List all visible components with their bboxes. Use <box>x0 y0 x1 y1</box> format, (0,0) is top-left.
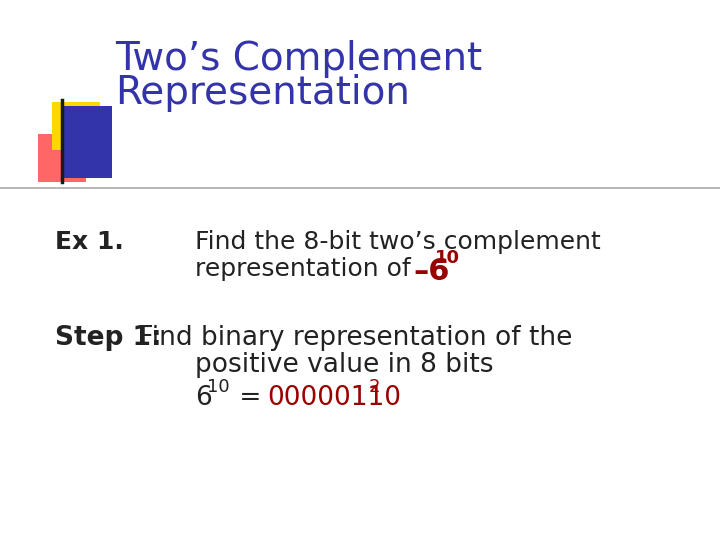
Text: Find binary representation of the: Find binary representation of the <box>130 325 572 351</box>
Text: 2: 2 <box>369 378 380 396</box>
FancyBboxPatch shape <box>52 102 100 150</box>
Text: Representation: Representation <box>115 74 410 112</box>
Text: –6: –6 <box>413 257 449 286</box>
FancyBboxPatch shape <box>38 134 86 182</box>
Text: 00000110: 00000110 <box>267 385 401 411</box>
Text: 6: 6 <box>195 385 212 411</box>
Text: Ex 1.: Ex 1. <box>55 230 124 254</box>
Text: positive value in 8 bits: positive value in 8 bits <box>195 352 493 378</box>
Text: =: = <box>231 385 270 411</box>
Text: Two’s Complement: Two’s Complement <box>115 40 482 78</box>
Text: 10: 10 <box>435 249 460 267</box>
Text: Find the 8-bit two’s complement: Find the 8-bit two’s complement <box>195 230 600 254</box>
Text: Step 1:: Step 1: <box>55 325 161 351</box>
Text: representation of: representation of <box>195 257 427 281</box>
Text: 10: 10 <box>207 378 230 396</box>
FancyBboxPatch shape <box>62 106 112 178</box>
